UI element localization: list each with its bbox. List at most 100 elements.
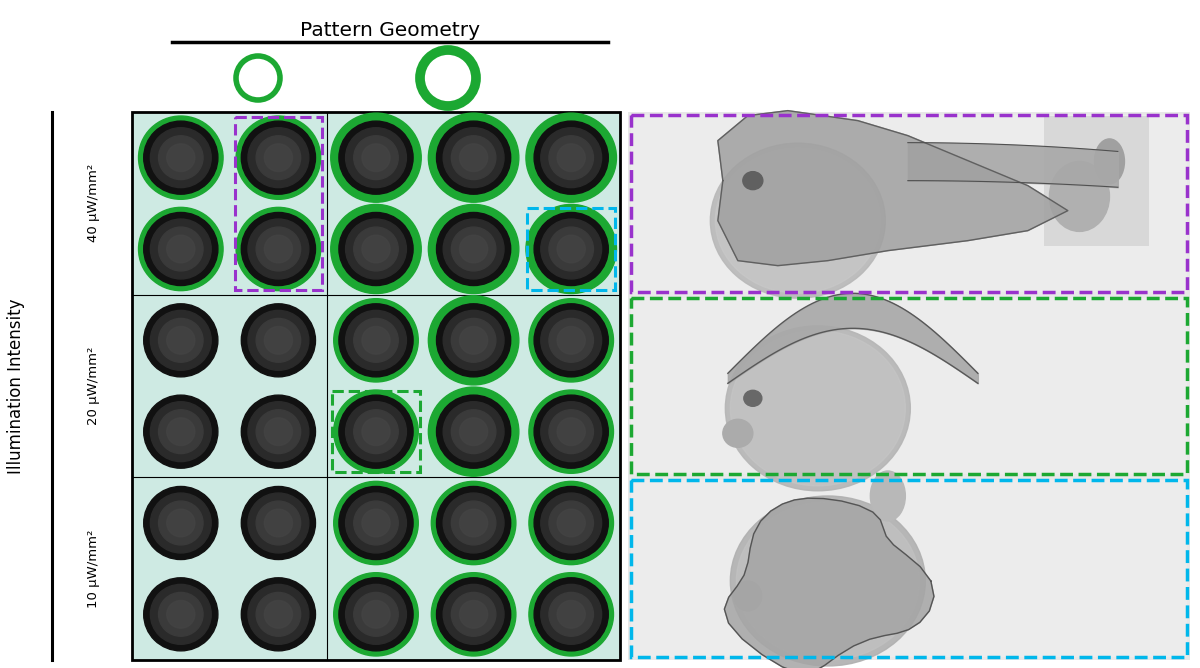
Ellipse shape (158, 593, 203, 636)
Text: Pattern Geometry: Pattern Geometry (300, 21, 480, 39)
Ellipse shape (1050, 162, 1110, 231)
Ellipse shape (264, 327, 293, 354)
Ellipse shape (167, 418, 194, 446)
Ellipse shape (354, 319, 398, 362)
Ellipse shape (338, 212, 413, 285)
Ellipse shape (362, 601, 390, 628)
Ellipse shape (731, 331, 905, 486)
Ellipse shape (443, 219, 504, 279)
Ellipse shape (144, 304, 218, 377)
Text: 20 μW/mm²: 20 μW/mm² (88, 347, 101, 426)
Ellipse shape (138, 116, 223, 199)
Ellipse shape (362, 327, 390, 354)
Ellipse shape (437, 304, 511, 377)
Ellipse shape (264, 509, 293, 537)
Ellipse shape (144, 212, 218, 285)
Bar (631, 115, 1187, 292)
Ellipse shape (167, 509, 194, 537)
Ellipse shape (150, 584, 211, 645)
Bar (528, 208, 616, 290)
Ellipse shape (431, 482, 516, 564)
Ellipse shape (548, 319, 594, 362)
Ellipse shape (150, 493, 211, 553)
Ellipse shape (144, 578, 218, 651)
Ellipse shape (167, 601, 194, 628)
Ellipse shape (451, 593, 496, 636)
Ellipse shape (236, 116, 320, 199)
Ellipse shape (460, 144, 487, 172)
Bar (631, 115, 1187, 292)
Ellipse shape (534, 304, 608, 377)
Ellipse shape (451, 319, 496, 362)
Ellipse shape (256, 593, 301, 636)
Ellipse shape (264, 235, 293, 263)
Ellipse shape (451, 136, 496, 180)
Ellipse shape (451, 409, 496, 454)
Ellipse shape (548, 136, 594, 180)
Polygon shape (725, 498, 934, 668)
Ellipse shape (541, 311, 601, 370)
Ellipse shape (331, 204, 421, 293)
Ellipse shape (437, 395, 511, 468)
Ellipse shape (1094, 139, 1124, 184)
Ellipse shape (334, 390, 419, 474)
Ellipse shape (346, 128, 407, 188)
Ellipse shape (354, 136, 398, 180)
Ellipse shape (264, 601, 293, 628)
Ellipse shape (241, 212, 316, 285)
Ellipse shape (338, 486, 413, 560)
Ellipse shape (248, 219, 308, 279)
Ellipse shape (548, 409, 594, 454)
Ellipse shape (144, 486, 218, 560)
Ellipse shape (460, 509, 487, 537)
Ellipse shape (534, 212, 608, 285)
Ellipse shape (264, 418, 293, 446)
Ellipse shape (248, 584, 308, 645)
Bar (631, 298, 1187, 474)
Ellipse shape (443, 128, 504, 188)
Text: 40 μW/mm²: 40 μW/mm² (88, 164, 101, 242)
Ellipse shape (557, 144, 586, 172)
Ellipse shape (167, 235, 194, 263)
Ellipse shape (541, 584, 601, 645)
Ellipse shape (722, 420, 752, 448)
Ellipse shape (557, 509, 586, 537)
Ellipse shape (354, 593, 398, 636)
Ellipse shape (150, 311, 211, 370)
Ellipse shape (437, 578, 511, 651)
Ellipse shape (256, 136, 301, 180)
Text: 10 μW/mm²: 10 μW/mm² (88, 530, 101, 608)
Ellipse shape (526, 113, 617, 202)
Ellipse shape (443, 584, 504, 645)
Ellipse shape (541, 401, 601, 462)
Ellipse shape (354, 227, 398, 271)
Ellipse shape (428, 113, 518, 202)
Ellipse shape (451, 227, 496, 271)
Ellipse shape (534, 395, 608, 468)
Ellipse shape (362, 144, 390, 172)
Ellipse shape (167, 327, 194, 354)
Ellipse shape (557, 601, 586, 628)
Ellipse shape (443, 311, 504, 370)
Ellipse shape (150, 128, 211, 188)
Ellipse shape (557, 327, 586, 354)
Ellipse shape (534, 578, 608, 651)
Ellipse shape (428, 204, 518, 293)
Ellipse shape (437, 121, 511, 194)
Ellipse shape (443, 493, 504, 553)
Ellipse shape (437, 486, 511, 560)
Ellipse shape (460, 235, 487, 263)
Ellipse shape (144, 121, 218, 194)
Ellipse shape (264, 144, 293, 172)
Ellipse shape (548, 501, 594, 545)
Polygon shape (718, 111, 1068, 266)
Ellipse shape (338, 578, 413, 651)
Ellipse shape (158, 136, 203, 180)
Ellipse shape (431, 572, 516, 656)
Ellipse shape (710, 143, 886, 298)
Ellipse shape (460, 601, 487, 628)
Ellipse shape (346, 401, 407, 462)
Ellipse shape (167, 144, 194, 172)
Ellipse shape (334, 299, 419, 382)
Ellipse shape (428, 296, 518, 385)
